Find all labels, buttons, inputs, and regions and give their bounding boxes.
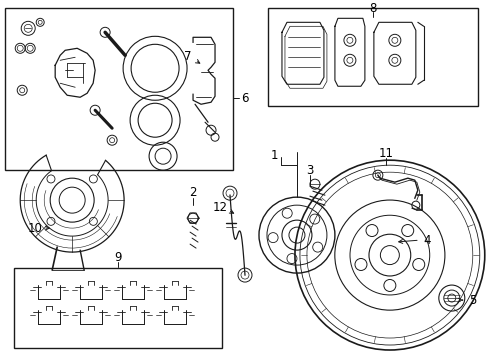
Bar xyxy=(5,8,233,170)
Text: 2: 2 xyxy=(189,186,196,199)
Text: 11: 11 xyxy=(378,147,392,160)
Text: 10: 10 xyxy=(28,222,42,235)
Text: 1: 1 xyxy=(270,149,277,162)
Text: 5: 5 xyxy=(468,293,475,307)
Text: 6: 6 xyxy=(241,92,248,105)
Text: 8: 8 xyxy=(368,2,376,15)
Text: 9: 9 xyxy=(114,251,122,264)
Text: 4: 4 xyxy=(422,234,430,247)
Text: 3: 3 xyxy=(305,164,313,177)
Bar xyxy=(267,8,477,106)
Text: 7: 7 xyxy=(184,50,191,63)
Bar xyxy=(14,268,222,348)
Text: 12: 12 xyxy=(212,201,227,213)
